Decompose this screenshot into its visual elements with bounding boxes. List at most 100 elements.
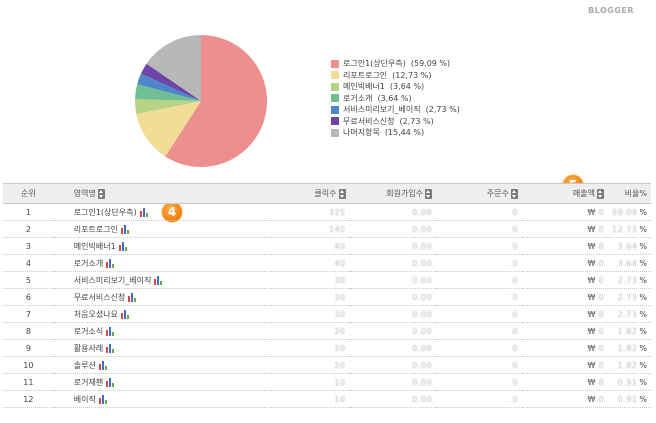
signups-value: 0.00 xyxy=(412,224,433,234)
sales-value: 0 xyxy=(598,394,604,404)
ratio-cell: 3.64% xyxy=(608,255,651,272)
signups-cell: 0.00 xyxy=(350,391,437,408)
legend-percent: (3,64 %) xyxy=(377,93,412,103)
col-signups-header[interactable]: 회원가입수 xyxy=(350,184,437,204)
col-ratio-label: 비율% xyxy=(624,189,647,198)
area-name: 처음오셨나요 xyxy=(73,309,118,319)
orders-cell: 0 xyxy=(436,255,522,272)
bar-chart-icon[interactable] xyxy=(139,207,150,217)
signups-cell: 0.00 xyxy=(350,323,437,340)
legend-label: 로거소개 xyxy=(343,93,373,103)
rank-cell: 11 xyxy=(3,374,54,391)
rank-value: 8 xyxy=(25,326,31,336)
bar-chart-icon[interactable] xyxy=(98,394,109,404)
orders-cell: 0 xyxy=(436,340,522,357)
orders-value: 0 xyxy=(512,309,519,319)
bar-chart-icon[interactable] xyxy=(106,326,116,336)
bar-chart-icon[interactable] xyxy=(154,275,164,285)
bar-chart-icon[interactable] xyxy=(106,258,116,268)
currency-symbol: ₩ xyxy=(587,258,596,268)
currency-symbol: ₩ xyxy=(587,326,596,336)
ratio-value: 1.82 xyxy=(617,326,638,336)
ratio-cell: 1.82% xyxy=(608,357,651,374)
area-name: 메인빅배너1 xyxy=(73,241,116,251)
rank-value: 5 xyxy=(25,275,31,285)
currency-symbol: ₩ xyxy=(587,394,596,404)
clicks-cell: 40 xyxy=(264,255,350,272)
ratio-value: 59.09 xyxy=(611,207,638,217)
table-row: 3 메인빅배너1 40 0.00 0 ₩0 3.64% xyxy=(3,238,651,255)
bar-chart-icon[interactable] xyxy=(106,377,116,387)
table-header-row: 순위 영역명 클릭수 회원가입수 주문수 매출액 비율% xyxy=(3,183,651,204)
rank-cell: 6 xyxy=(3,289,54,306)
pie-slice xyxy=(136,101,201,157)
orders-value: 0 xyxy=(512,326,519,336)
ratio-value: 2.73 xyxy=(617,275,638,285)
legend-percent: (3,64 %) xyxy=(389,82,425,91)
signups-value: 0.00 xyxy=(412,326,433,336)
legend-percent: (59,09 %) xyxy=(410,59,451,68)
table-row: 2 리포트로그인 140 0.00 0 ₩0 12.73% xyxy=(3,221,651,238)
clicks-cell: 30 xyxy=(264,289,350,306)
bar-chart-icon[interactable] xyxy=(106,343,116,353)
rank-value: 4 xyxy=(25,258,31,268)
col-sales-header[interactable]: 매출액 xyxy=(522,184,608,204)
sales-cell: ₩0 xyxy=(522,391,608,408)
col-rank-header: 순위 xyxy=(3,184,54,204)
sort-icon[interactable] xyxy=(97,188,105,199)
currency-symbol: ₩ xyxy=(587,377,596,387)
sales-value: 0 xyxy=(598,377,604,387)
legend-item: 로그인1(상단우측) (59,09 %) xyxy=(331,58,460,70)
clicks-value: 30 xyxy=(334,309,346,319)
signups-value: 0.00 xyxy=(412,258,433,268)
legend-swatch xyxy=(331,71,339,80)
sort-icon[interactable] xyxy=(338,188,346,199)
col-clicks-header[interactable]: 클릭수 xyxy=(264,184,350,204)
legend-label: 로그인1(상단우측) xyxy=(343,59,406,68)
bar-chart-icon[interactable] xyxy=(128,292,138,302)
area-name-cell: 로거소식 xyxy=(54,323,264,340)
sales-cell: ₩0 xyxy=(522,374,608,391)
stats-table: 순위 영역명 클릭수 회원가입수 주문수 매출액 비율% 1 로그인1(상단우측)… xyxy=(3,183,651,408)
rank-value: 1 xyxy=(25,207,31,217)
col-name-header[interactable]: 영역명 xyxy=(54,184,264,204)
signups-cell: 0.00 xyxy=(350,340,437,357)
rank-value: 3 xyxy=(25,241,31,251)
rank-cell: 12 xyxy=(3,391,54,408)
signups-cell: 0.00 xyxy=(350,357,437,374)
bar-chart-icon[interactable] xyxy=(98,360,109,370)
clicks-cell: 10 xyxy=(264,391,350,408)
sort-icon[interactable] xyxy=(425,188,433,199)
clicks-cell: 40 xyxy=(264,238,350,255)
ratio-cell: 0.91% xyxy=(608,391,651,408)
clicks-value: 10 xyxy=(334,394,346,404)
bar-chart-icon[interactable] xyxy=(118,241,129,251)
signups-cell: 0.00 xyxy=(350,289,437,306)
orders-cell: 0 xyxy=(436,238,522,255)
sort-icon[interactable] xyxy=(596,188,604,199)
pie-slice xyxy=(146,35,201,101)
clicks-value: 20 xyxy=(334,326,346,336)
table-row: 8 로거소식 20 0.00 0 ₩0 1.82% xyxy=(3,323,651,340)
col-rank-label: 순위 xyxy=(21,189,36,198)
pie-legend: 로그인1(상단우측) (59,09 %) 리포트로그인 (12,73 %) 메인빅배너1… xyxy=(331,58,460,139)
ratio-value: 2.73 xyxy=(617,292,638,302)
pie-chart xyxy=(126,26,276,176)
percent-sign: % xyxy=(639,309,647,319)
col-orders-header[interactable]: 주문수 xyxy=(436,184,522,204)
rank-cell: 7 xyxy=(3,306,54,323)
bar-chart-icon[interactable] xyxy=(120,309,131,319)
rank-cell: 1 xyxy=(3,204,54,221)
orders-value: 0 xyxy=(512,207,519,217)
signups-value: 0.00 xyxy=(412,394,433,404)
legend-percent: (12,73 %) xyxy=(392,70,432,80)
sort-icon[interactable] xyxy=(511,188,519,199)
bar-chart-icon[interactable] xyxy=(120,224,131,234)
sales-value: 0 xyxy=(598,258,604,268)
orders-value: 0 xyxy=(512,258,519,268)
pie-slice xyxy=(135,84,201,101)
col-name-label: 영역명 xyxy=(73,189,96,198)
signups-value: 0.00 xyxy=(412,292,433,302)
sales-value: 0 xyxy=(598,292,604,302)
rank-value: 6 xyxy=(25,292,31,302)
